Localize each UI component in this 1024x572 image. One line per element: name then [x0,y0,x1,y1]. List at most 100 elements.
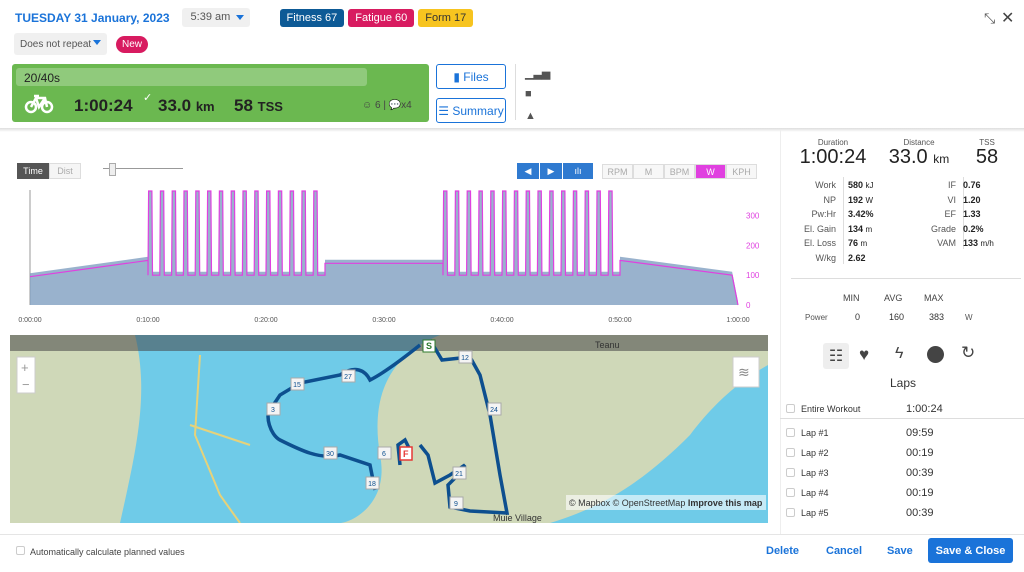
duration-label: Duration [817,138,849,147]
checkbox[interactable] [786,428,795,437]
lap-time: 1:00:24 [906,403,943,415]
new-button[interactable]: New [116,36,148,53]
zoom-out-button[interactable]: − [22,377,30,392]
channel-kph[interactable]: KPH [726,164,757,179]
svg-text:3: 3 [271,407,275,414]
distance-marker[interactable]: 21 [452,466,467,480]
distance-value: 33.0 [158,96,192,115]
svg-text:24: 24 [490,407,498,414]
svg-text:9: 9 [454,501,458,508]
time-toggle[interactable]: Time [17,163,49,179]
x-tick: 0:10:00 [136,317,159,324]
comment-icon[interactable]: ■ [525,88,532,100]
tss-label: TSS [979,138,995,147]
checkbox[interactable] [786,468,795,477]
lap-time: 00:19 [906,447,934,459]
fitness-badge: Fitness 67 [279,8,345,27]
tss-value: 58 [234,96,253,115]
svg-text:30: 30 [326,451,334,458]
channel-rpm[interactable]: RPM [602,164,633,179]
lap-row[interactable]: Lap #4 00:19 [786,487,1016,502]
lap-name: Lap #3 [801,468,829,478]
summary-button[interactable]: ☰ Summary [436,98,506,123]
divider [515,64,516,120]
workout-title[interactable]: 20/40s [16,68,367,86]
power-chart[interactable]: 0:00:00 0:10:00 0:20:00 0:30:00 0:40:00 0:50:… [0,185,770,330]
lap-name: Lap #4 [801,488,829,498]
checkbox[interactable] [786,404,795,413]
workout-date[interactable]: TUESDAY 31 January, 2023 [15,10,170,25]
checkbox[interactable] [786,508,795,517]
channel-m[interactable]: M [633,164,664,179]
workout-distance: 33.0 km [158,96,215,116]
heart-icon[interactable]: ♥ [859,345,870,364]
distance-marker[interactable]: 15 [290,377,305,391]
metric-label: Pw:Hr [811,209,837,219]
lap-name: Lap #1 [801,428,829,438]
metric-value: 134 m [848,223,873,234]
checkbox[interactable] [786,448,795,457]
metric-value: 0.76 [963,180,981,190]
lap-time: 00:39 [906,507,934,519]
distance-marker[interactable]: 12 [458,350,473,364]
zoom-in-button[interactable]: + [21,360,29,375]
checkbox[interactable] [786,488,795,497]
distance-marker[interactable]: 6 [377,446,392,460]
workout-card: 20/40s 1:00:24 ✓ 33.0 km 58 TSS ☺ 6 | 💬x… [12,64,429,122]
lap-row[interactable]: Lap #5 00:39 [786,507,1016,522]
workout-tss: 58 TSS [234,96,283,116]
distance-value: 33.0 [888,146,928,168]
max-header: MAX [924,293,944,303]
zoom-slider[interactable] [103,168,183,169]
save-button[interactable]: Save [887,545,913,557]
distance-unit: km [195,99,215,114]
intervals-icon[interactable]: ılı [563,163,593,179]
auto-calc-checkbox[interactable] [16,546,25,555]
refresh-icon[interactable]: ↻ [961,343,976,362]
collapse-icon[interactable]: ⤡ [984,10,996,26]
metric-value: 1.20 [963,194,981,205]
route-map[interactable]: Teanu Muie Village 12 27 15 3 24 30 6 21 18 9 S F… [10,335,768,523]
next-button[interactable]: ▶ [540,163,562,179]
channel-w[interactable]: W [695,164,726,179]
save-close-button[interactable]: Save & Close [928,538,1013,563]
cancel-button[interactable]: Cancel [826,545,863,557]
lap-name: Lap #5 [801,508,829,518]
metric-label: El. Loss [803,238,836,248]
distance-marker[interactable]: 27 [341,369,356,383]
start-marker[interactable]: S [426,341,432,351]
layers-button[interactable] [732,356,760,388]
channel-bpm[interactable]: BPM [664,164,695,179]
lap-row[interactable]: Lap #2 00:19 [786,447,1016,462]
improve-map-link[interactable]: Improve this map [688,498,763,508]
lap-time: 09:59 [906,427,934,439]
bar-chart-icon[interactable]: ▁▃▅ [525,68,551,80]
lightning-icon[interactable]: ϟ [895,345,904,362]
laps-list-icon[interactable]: ☷ [823,343,849,369]
distance-marker[interactable]: 3 [266,402,281,416]
distance-marker[interactable]: 9 [449,496,464,510]
footer [0,534,1024,572]
prev-button[interactable]: ◀ [517,163,539,179]
finish-marker[interactable]: F [403,449,409,459]
repeat-select[interactable]: Does not repeat [14,33,107,55]
distance-marker[interactable]: 30 [323,446,338,460]
distance-marker[interactable]: 24 [487,402,502,416]
files-button[interactable]: ▮ Files [436,64,506,89]
min-header: MIN [843,293,860,303]
mountain-icon[interactable]: ▲ [525,110,536,122]
close-icon[interactable]: ✕ [1001,10,1015,27]
time-select[interactable]: 5:39 am [181,8,250,27]
clock-icon[interactable] [927,346,944,363]
time-value: 5:39 am [190,11,231,23]
dist-toggle[interactable]: Dist [49,163,81,179]
zoom-slider-handle[interactable] [109,163,116,176]
map-attribution[interactable]: © Mapbox © OpenStreetMap [569,498,685,508]
metric-value: 192 W [848,194,874,205]
lap-row[interactable]: Lap #3 00:39 [786,467,1016,482]
lap-row[interactable]: Lap #1 09:59 [786,427,1016,442]
distance-marker[interactable]: 18 [365,476,380,490]
lap-entire-workout[interactable]: Entire Workout 1:00:24 [786,403,1016,418]
delete-button[interactable]: Delete [766,545,800,557]
power-avg: 160 [889,312,905,322]
